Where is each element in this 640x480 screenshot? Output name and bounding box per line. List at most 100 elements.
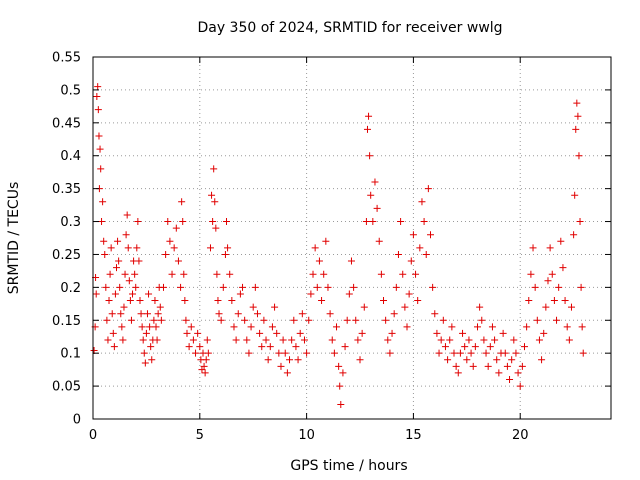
data-point [122,231,130,239]
y-tick-label: 0.2 [60,281,81,296]
data-point [142,329,150,337]
data-point [315,257,323,265]
data-point [463,356,471,364]
data-point [322,237,330,245]
data-point [488,323,496,331]
data-point [366,152,374,160]
data-point [300,336,308,344]
data-point [125,277,133,285]
x-tick-label: 0 [89,428,97,443]
data-point [296,329,304,337]
data-point [116,283,124,291]
data-point [523,323,531,331]
data-point [350,283,358,291]
data-point [228,297,236,305]
data-point [570,231,578,239]
data-point [97,165,105,173]
data-point [214,297,222,305]
y-tick-label: 0 [73,413,81,428]
data-point [371,178,379,186]
data-point [407,257,415,265]
data-point [437,336,445,344]
data-point [277,362,285,370]
data-point [180,270,188,278]
data-point [159,283,167,291]
y-tick-label: 0.1 [60,347,81,362]
data-point [162,250,170,258]
data-point [579,349,587,357]
data-point [215,310,223,318]
data-point [484,362,492,370]
data-point [563,323,571,331]
data-point [499,329,507,337]
data-point [318,297,326,305]
data-point [107,244,115,252]
data-point [414,297,422,305]
data-point [333,323,341,331]
x-tick-label: 15 [405,428,422,443]
data-points [90,83,587,409]
data-point [459,329,467,337]
data-point [548,270,556,278]
data-point [106,270,114,278]
data-point [209,218,217,226]
data-point [503,362,511,370]
data-point [283,369,291,377]
data-point [298,310,306,318]
data-point [150,316,158,324]
data-point [143,310,151,318]
data-point [533,316,541,324]
data-point [138,323,146,331]
data-point [571,191,579,199]
data-point [514,369,522,377]
data-point [185,343,193,351]
data-point [444,356,452,364]
data-point [377,270,385,278]
data-point [482,349,490,357]
data-point [565,336,573,344]
data-point [236,290,244,298]
data-point [109,329,117,337]
y-tick-label: 0.05 [52,380,81,395]
data-point [550,297,558,305]
data-point [103,316,111,324]
data-point [335,362,343,370]
data-point [101,250,109,258]
data-point [525,297,533,305]
data-point [491,336,499,344]
data-point [529,244,537,252]
data-point [433,329,441,337]
data-point [94,106,102,114]
data-point [576,218,584,226]
data-point [139,336,147,344]
data-point [129,290,137,298]
data-point [221,250,229,258]
data-point [112,264,120,272]
data-point [147,343,155,351]
data-point [223,218,231,226]
data-point [121,270,129,278]
data-point [527,270,535,278]
data-point [154,310,162,318]
data-point [268,323,276,331]
data-point [126,297,134,305]
data-point [467,349,475,357]
data-point [94,83,102,91]
data-point [119,336,127,344]
data-point [196,343,204,351]
data-point [478,316,486,324]
data-point [326,310,334,318]
data-point [108,310,116,318]
y-tick-label: 0.3 [60,215,81,230]
data-point [352,316,360,324]
data-point [427,231,435,239]
data-point [531,283,539,291]
data-point [506,376,514,384]
data-point [230,323,238,331]
data-point [561,297,569,305]
data-point [93,92,101,100]
data-point [369,218,377,226]
data-point [465,336,473,344]
data-point [356,356,364,364]
